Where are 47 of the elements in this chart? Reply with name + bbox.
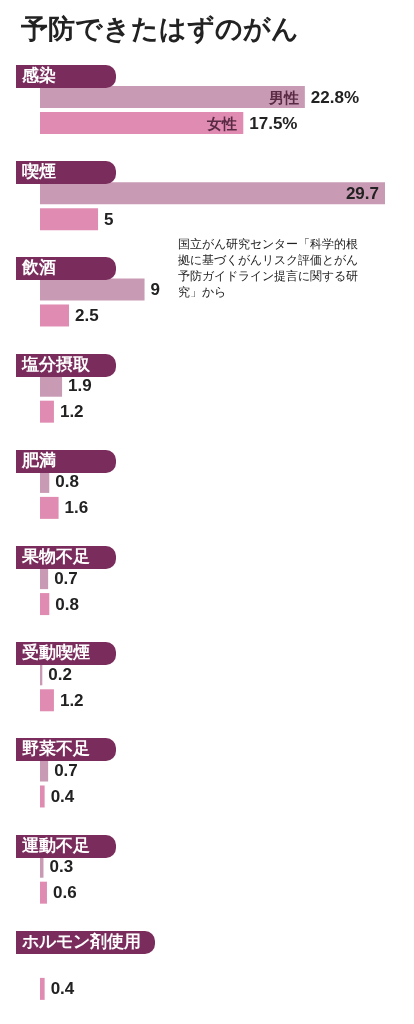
data-label: 2.5 — [75, 305, 99, 325]
bar — [40, 86, 305, 109]
y-tick-label: 運動不足 — [22, 835, 90, 856]
data-label: 17.5% — [249, 113, 298, 133]
chart-title: 予防できたはずのがん — [20, 13, 299, 45]
y-tick-label: ホルモン剤使用 — [22, 931, 141, 952]
y-tick-label: 受動喫煙 — [22, 643, 90, 664]
data-label: 0.2 — [48, 664, 72, 684]
y-tick-label: 肥満 — [22, 450, 56, 471]
data-label: 9 — [150, 280, 161, 300]
bar — [40, 112, 244, 135]
data-label: 0.6 — [52, 883, 77, 903]
bar — [40, 304, 70, 327]
bar — [40, 374, 63, 397]
data-label: 1.2 — [59, 402, 84, 422]
bar — [40, 689, 54, 712]
series-label: 女性 — [206, 114, 238, 132]
data-label: 0.7 — [54, 568, 78, 588]
data-label: 1.9 — [68, 376, 92, 396]
data-label: 0.8 — [55, 594, 79, 614]
bar — [40, 400, 54, 423]
bar — [40, 182, 385, 205]
y-tick-label: 野菜不足 — [22, 739, 90, 760]
y-tick-label: 飲酒 — [22, 258, 56, 279]
bar — [40, 881, 47, 904]
bar — [40, 208, 99, 231]
data-label: 0.3 — [49, 857, 74, 877]
y-tick-label: 果物不足 — [22, 547, 90, 567]
bar — [40, 496, 59, 519]
bar — [40, 759, 49, 782]
series-label: 男性 — [267, 88, 299, 106]
bar — [40, 593, 50, 616]
data-label: 0.4 — [50, 979, 75, 999]
data-label: 0.8 — [55, 472, 79, 492]
y-tick-label: 喫煙 — [22, 162, 56, 183]
data-label: 1.6 — [64, 498, 89, 518]
data-label: 5 — [104, 209, 114, 229]
data-label: 0.7 — [54, 761, 78, 781]
data-label: 0.4 — [50, 786, 75, 806]
data-label: 29.7 — [345, 183, 379, 203]
data-label: 1.2 — [59, 690, 84, 710]
bar — [40, 977, 45, 1000]
y-tick-label: 感染 — [22, 66, 56, 86]
annotation: 国立がん研究センター「科学的根拠に基づくがんリスク評価とがん予防ガイドライン提言に関する研究」から — [178, 237, 358, 299]
data-label: 22.8% — [310, 87, 360, 107]
bar — [40, 785, 45, 808]
y-tick-label: 塩分摂取 — [22, 354, 90, 375]
